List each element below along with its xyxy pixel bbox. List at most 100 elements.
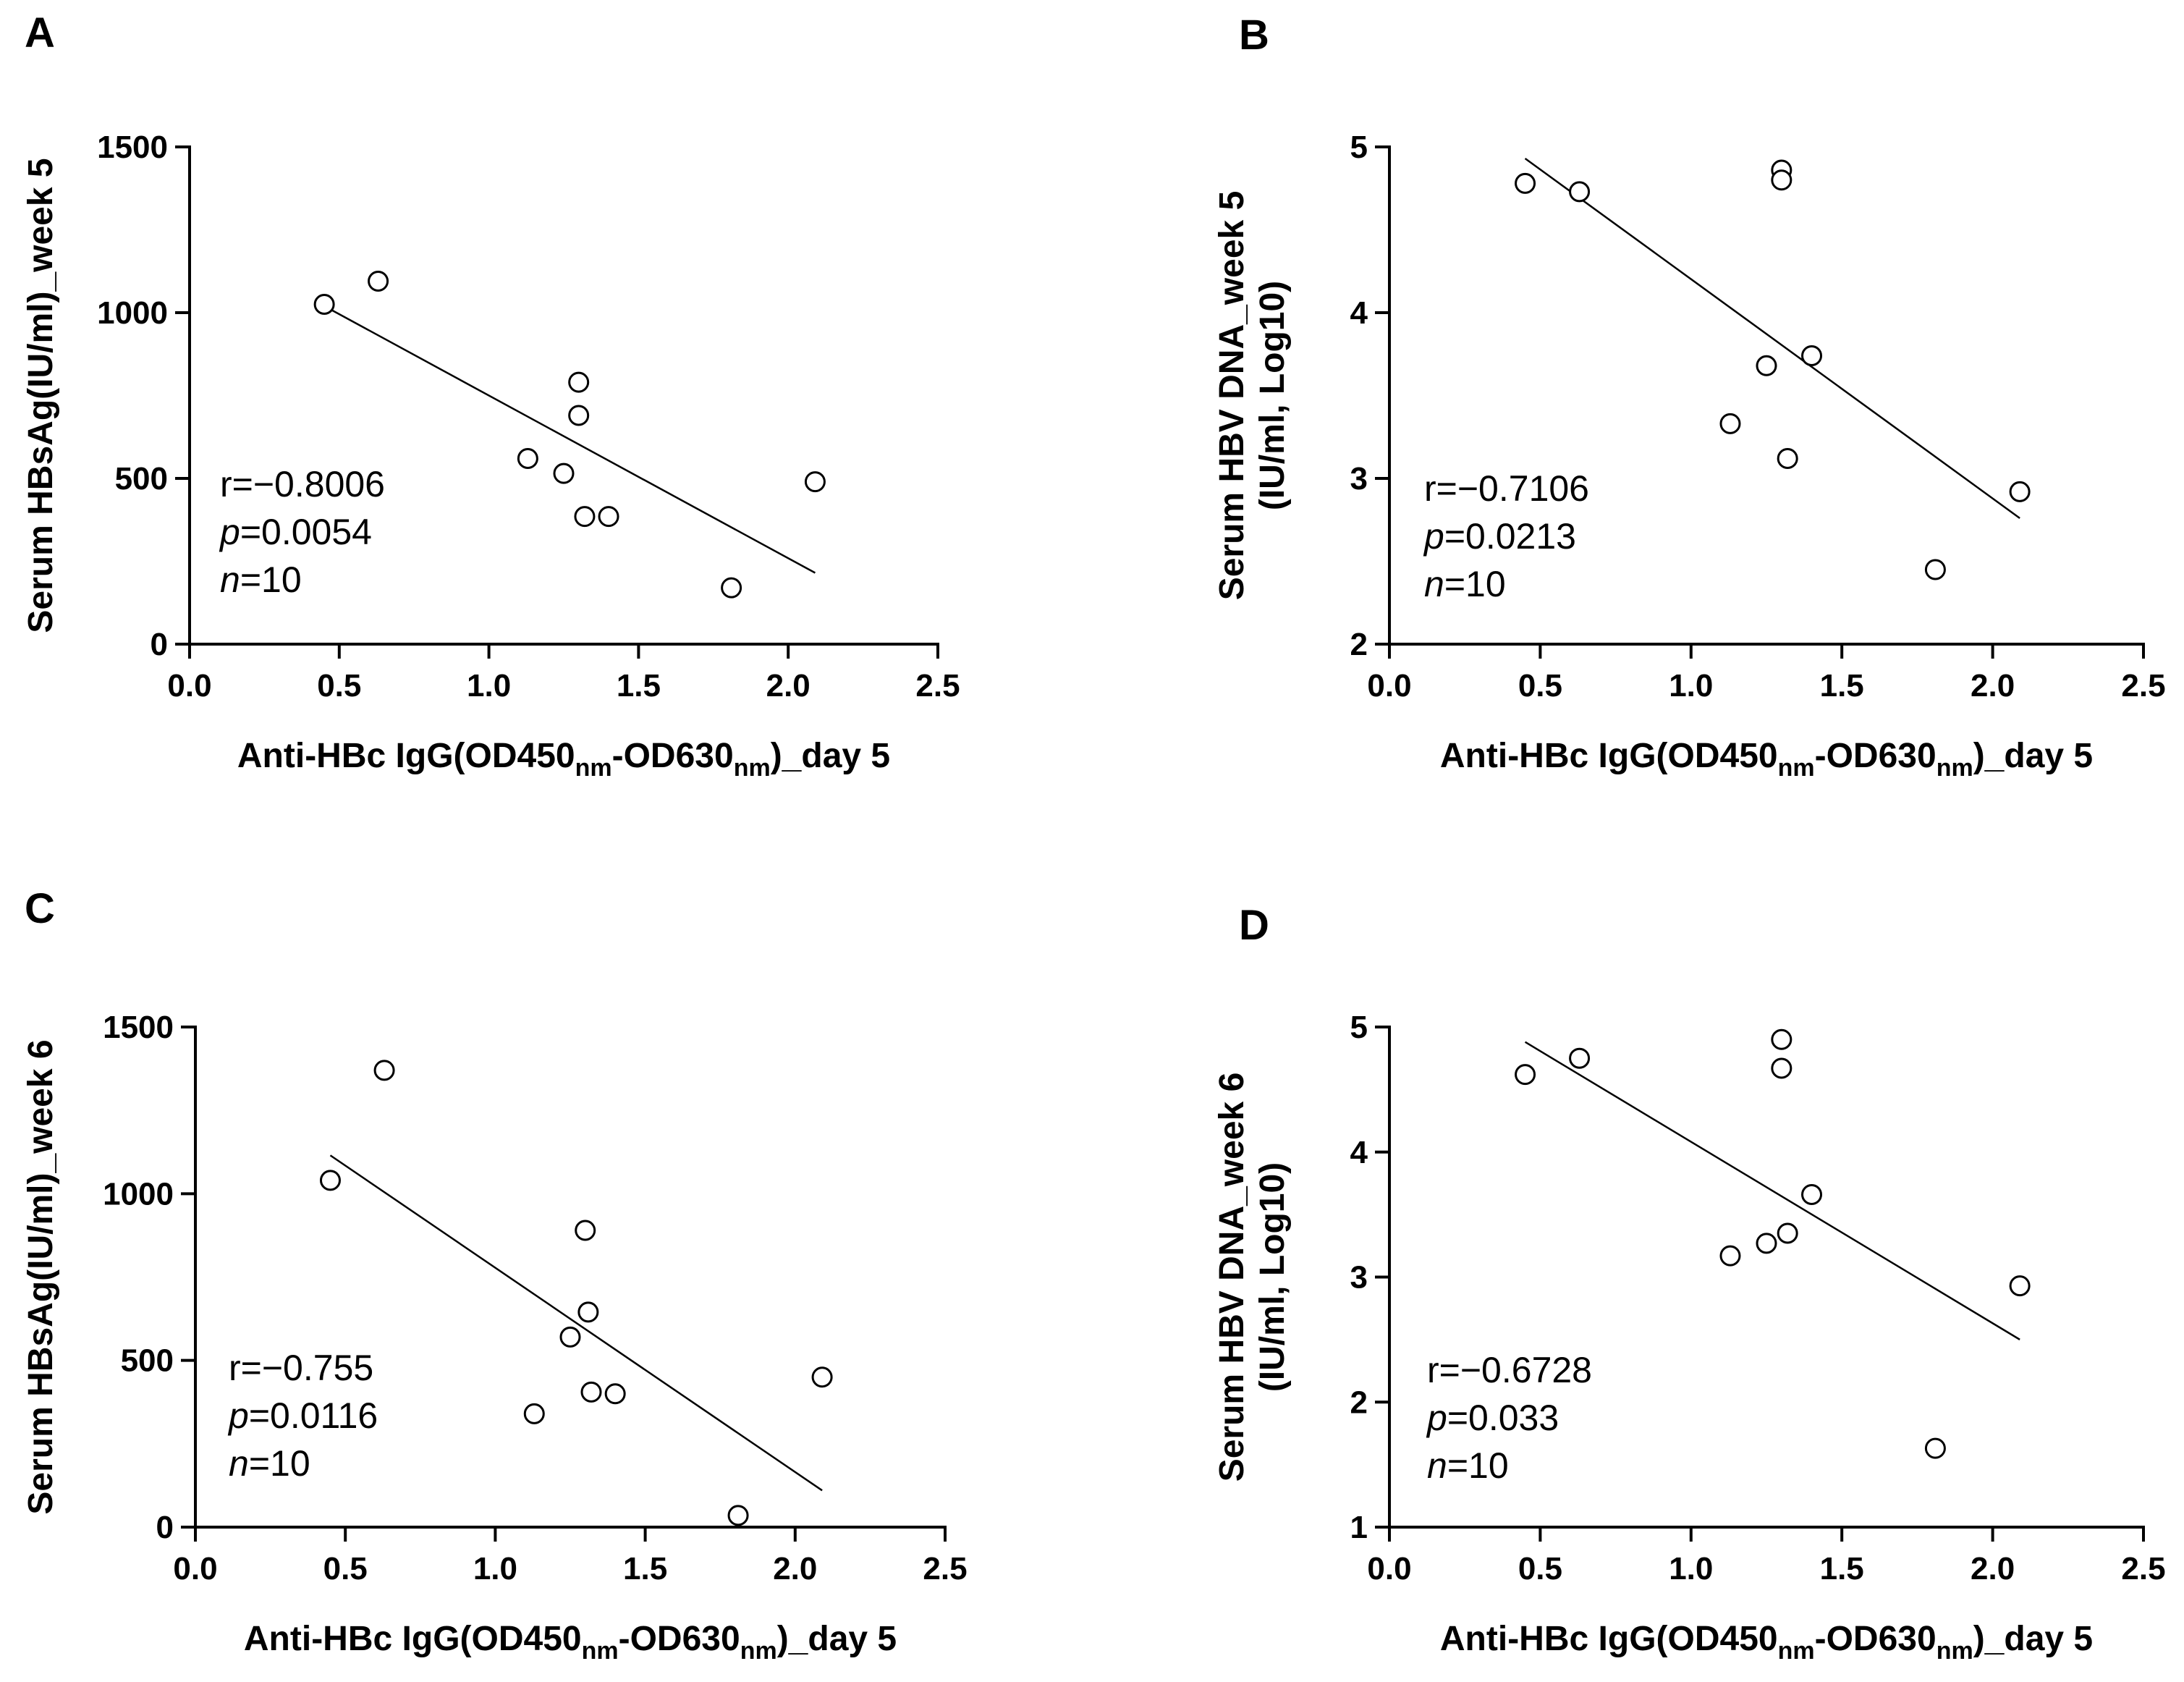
panel-letter: D <box>1239 902 1269 949</box>
stat-r-label: r= <box>220 464 253 504</box>
y-axis-title: Serum HBsAg(IU/ml)_week 5 <box>22 158 60 633</box>
x-tick-label: 2.0 <box>766 668 810 703</box>
data-point <box>811 1366 833 1388</box>
x-tick-label: 0.5 <box>323 1551 368 1586</box>
x-axis-title-part: )_day 5 <box>771 737 890 775</box>
data-point <box>1801 345 1823 367</box>
stat-p-label: p <box>1426 1398 1447 1438</box>
stat-r-value: −0.6728 <box>1460 1350 1592 1390</box>
y-tick-label: 1000 <box>103 1176 174 1212</box>
x-axis-title-subscript: nm <box>1937 1637 1973 1665</box>
x-tick-label: 2.0 <box>773 1551 817 1586</box>
stat-p-value: =0.033 <box>1447 1398 1559 1438</box>
y-tick-label: 2 <box>1350 627 1368 662</box>
data-point <box>1569 1047 1591 1069</box>
stat-n-value: =10 <box>1447 1445 1509 1486</box>
stat-p: p=0.0116 <box>227 1395 378 1436</box>
data-point <box>1719 1245 1741 1267</box>
data-point <box>598 506 619 528</box>
stat-p-value: =0.0213 <box>1444 516 1576 557</box>
x-tick-label: 2.5 <box>923 1551 967 1586</box>
y-tick-label: 500 <box>115 461 168 496</box>
x-tick-label: 0.5 <box>1518 1551 1562 1586</box>
x-axis-title-part: -OD630 <box>612 737 734 775</box>
x-axis-title-part: -OD630 <box>1815 737 1937 775</box>
x-tick-label: 1.5 <box>1820 1551 1864 1586</box>
x-axis-title-part: -OD630 <box>1815 1620 1937 1658</box>
x-tick-label: 0.5 <box>1518 668 1562 703</box>
data-point <box>1515 1064 1536 1086</box>
x-tick-label: 2.0 <box>1971 1551 2015 1586</box>
y-tick-label: 3 <box>1350 1260 1368 1296</box>
stat-r-value: −0.7106 <box>1457 468 1589 509</box>
x-tick-label: 2.5 <box>2121 1551 2165 1586</box>
x-tick-label: 1.0 <box>1669 668 1713 703</box>
data-point <box>568 405 590 426</box>
data-point <box>804 471 826 493</box>
y-tick-label: 4 <box>1350 295 1368 331</box>
stat-r-label: r= <box>1424 468 1457 509</box>
data-point <box>1777 448 1798 470</box>
y-tick-label: 3 <box>1350 461 1368 496</box>
stat-p-label: p <box>227 1395 249 1436</box>
data-point <box>553 462 575 484</box>
stat-n-label: n <box>220 559 240 600</box>
regression-line <box>323 305 816 574</box>
y-tick-label: 5 <box>1350 1010 1368 1045</box>
stat-n-value: =10 <box>240 559 302 600</box>
x-tick-label: 0.0 <box>1367 668 1411 703</box>
stat-r-value: −0.755 <box>262 1348 373 1388</box>
stat-n-label: n <box>229 1443 249 1484</box>
regression-line <box>1524 1041 2020 1340</box>
data-point <box>517 448 538 470</box>
x-axis-title-part: Anti-HBc IgG(OD450 <box>237 737 575 775</box>
data-point <box>1719 413 1741 434</box>
stat-p: p=0.033 <box>1426 1398 1559 1438</box>
stat-r: r=−0.7106 <box>1424 468 1589 509</box>
y-tick-label: 5 <box>1350 130 1368 165</box>
stat-n-value: =10 <box>1444 564 1506 604</box>
y-tick-label: 2 <box>1350 1385 1368 1420</box>
data-point <box>575 1220 596 1241</box>
x-axis-title-subscript: nm <box>1937 754 1973 782</box>
x-tick-label: 2.0 <box>1971 668 2015 703</box>
x-axis-title-part: Anti-HBc IgG(OD450 <box>1440 1620 1778 1658</box>
x-axis-title: Anti-HBc IgG(OD450nm-OD630nm)_day 5 <box>1440 1620 2093 1665</box>
x-tick-label: 1.0 <box>1669 1551 1713 1586</box>
x-tick-label: 1.0 <box>467 668 511 703</box>
data-point <box>1777 1222 1798 1244</box>
stat-p-label: p <box>219 512 240 552</box>
x-tick-label: 0.5 <box>317 668 361 703</box>
y-tick-label: 1500 <box>97 130 168 165</box>
stat-r: r=−0.755 <box>229 1348 373 1388</box>
stat-p-value: =0.0054 <box>240 512 372 552</box>
x-tick-label: 1.5 <box>1820 668 1864 703</box>
data-point <box>580 1381 602 1403</box>
data-point <box>319 1170 341 1191</box>
data-point <box>1756 1233 1777 1254</box>
x-tick-label: 2.5 <box>915 668 960 703</box>
x-axis-title-subscript: nm <box>575 754 612 782</box>
data-point <box>1771 1028 1793 1050</box>
x-axis-title-part: -OD630 <box>619 1620 740 1658</box>
y-tick-label: 500 <box>121 1343 174 1379</box>
x-axis-title-subscript: nm <box>1778 1637 1815 1665</box>
chart-panel-a: A 0.0 0.5 1.0 1.5 2.0 2.5 0 500 1000 1500 Anti-HBc … <box>22 9 960 782</box>
x-axis-title: Anti-HBc IgG(OD450nm-OD630nm)_day 5 <box>244 1620 897 1665</box>
data-point <box>577 1301 599 1323</box>
data-point <box>373 1060 395 1081</box>
data-point <box>1771 1057 1793 1079</box>
data-point <box>1756 355 1777 376</box>
stat-n-value: =10 <box>249 1443 310 1484</box>
x-tick-label: 1.0 <box>473 1551 517 1586</box>
stat-n: n=10 <box>220 559 302 600</box>
data-point <box>1515 172 1536 194</box>
y-tick-label: 4 <box>1350 1135 1368 1170</box>
stat-p-label: p <box>1423 516 1444 557</box>
y-axis-title: Serum HBV DNA_week 5 <box>1213 191 1251 601</box>
data-point <box>568 371 590 393</box>
y-tick-label: 1500 <box>103 1010 174 1045</box>
data-point <box>1771 169 1793 191</box>
x-tick-label: 0.0 <box>167 668 211 703</box>
